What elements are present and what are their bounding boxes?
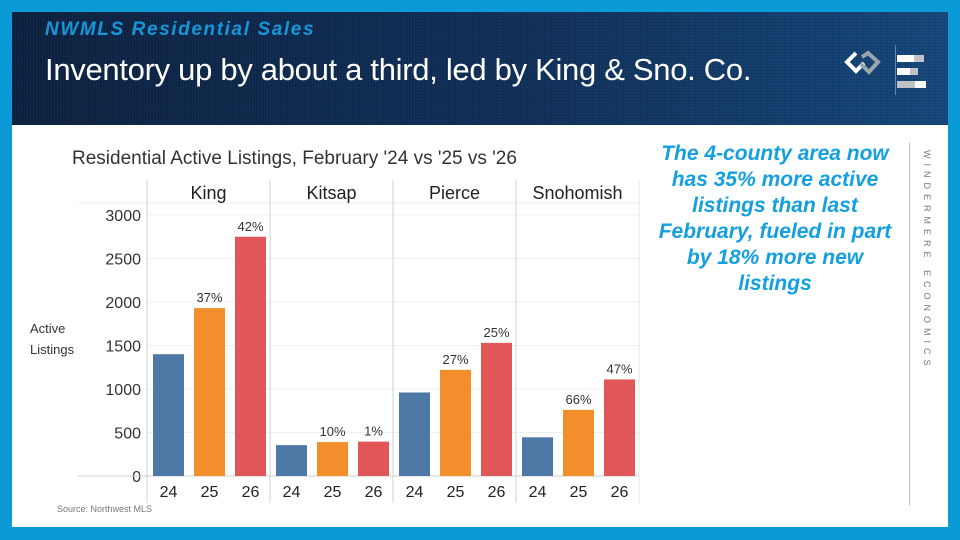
bar-king-24 bbox=[153, 354, 184, 476]
bar-kitsap-26 bbox=[358, 441, 389, 476]
bar-pierce-24 bbox=[399, 392, 430, 476]
bar-data-label: 47% bbox=[606, 361, 632, 376]
bar-pierce-25 bbox=[440, 369, 471, 476]
brand-vertical-text: WINDERMERE ECONOMICS bbox=[922, 150, 932, 371]
bar-snohomish-24 bbox=[522, 437, 553, 476]
source-note: Source: Northwest MLS bbox=[57, 504, 153, 514]
y-tick-label: 0 bbox=[132, 469, 141, 486]
panel-header-kitsap: Kitsap bbox=[306, 183, 356, 203]
bar-data-label: 27% bbox=[442, 352, 468, 367]
chart-title: Residential Active Listings, February '2… bbox=[72, 148, 517, 169]
x-tick-label: 24 bbox=[160, 484, 178, 501]
slide-title: Inventory up by about a third, led by Ki… bbox=[45, 52, 752, 87]
x-tick-label: 25 bbox=[201, 484, 219, 501]
bar-data-label: 25% bbox=[483, 325, 509, 340]
bar-snohomish-26 bbox=[604, 379, 635, 476]
y-tick-label: 2000 bbox=[105, 295, 141, 312]
bar-data-label: 42% bbox=[237, 219, 263, 234]
y-tick-label: 1500 bbox=[105, 339, 141, 356]
x-tick-label: 24 bbox=[283, 484, 301, 501]
bar-kitsap-25 bbox=[317, 442, 348, 476]
windermere-economics-e-icon bbox=[897, 55, 926, 88]
panel-header-pierce: Pierce bbox=[429, 183, 480, 203]
header-banner bbox=[12, 12, 948, 125]
bar-data-label: 1% bbox=[364, 424, 383, 439]
x-tick-label: 24 bbox=[529, 484, 547, 501]
bar-pierce-26 bbox=[481, 342, 512, 476]
panel-header-snohomish: Snohomish bbox=[532, 183, 622, 203]
bar-data-label: 66% bbox=[565, 392, 591, 407]
x-tick-label: 25 bbox=[324, 484, 342, 501]
bar-data-label: 10% bbox=[319, 424, 345, 439]
slide-subtitle: NWMLS Residential Sales bbox=[45, 19, 316, 40]
bar-king-26 bbox=[235, 236, 266, 476]
logo-divider bbox=[895, 45, 896, 95]
y-tick-label: 3000 bbox=[105, 208, 141, 225]
callout-text: The 4-county area now has 35% more activ… bbox=[658, 142, 892, 295]
y-tick-label: 500 bbox=[114, 426, 141, 443]
bar-kitsap-24 bbox=[276, 445, 307, 476]
x-tick-label: 26 bbox=[242, 484, 260, 501]
bar-king-25 bbox=[194, 308, 225, 476]
y-tick-label: 1000 bbox=[105, 382, 141, 399]
vertical-divider bbox=[909, 143, 910, 505]
x-tick-label: 25 bbox=[570, 484, 588, 501]
bar-snohomish-25 bbox=[563, 409, 594, 476]
x-tick-label: 26 bbox=[488, 484, 506, 501]
windermere-w-logo-icon bbox=[844, 50, 881, 75]
x-tick-label: 24 bbox=[406, 484, 424, 501]
bar-data-label: 37% bbox=[196, 290, 222, 305]
x-tick-label: 26 bbox=[365, 484, 383, 501]
y-tick-label: 2500 bbox=[105, 252, 141, 269]
x-tick-label: 26 bbox=[611, 484, 629, 501]
x-tick-label: 25 bbox=[447, 484, 465, 501]
panel-header-king: King bbox=[190, 183, 226, 203]
y-axis-label: Active bbox=[30, 321, 65, 336]
y-axis-label: Listings bbox=[30, 342, 75, 357]
